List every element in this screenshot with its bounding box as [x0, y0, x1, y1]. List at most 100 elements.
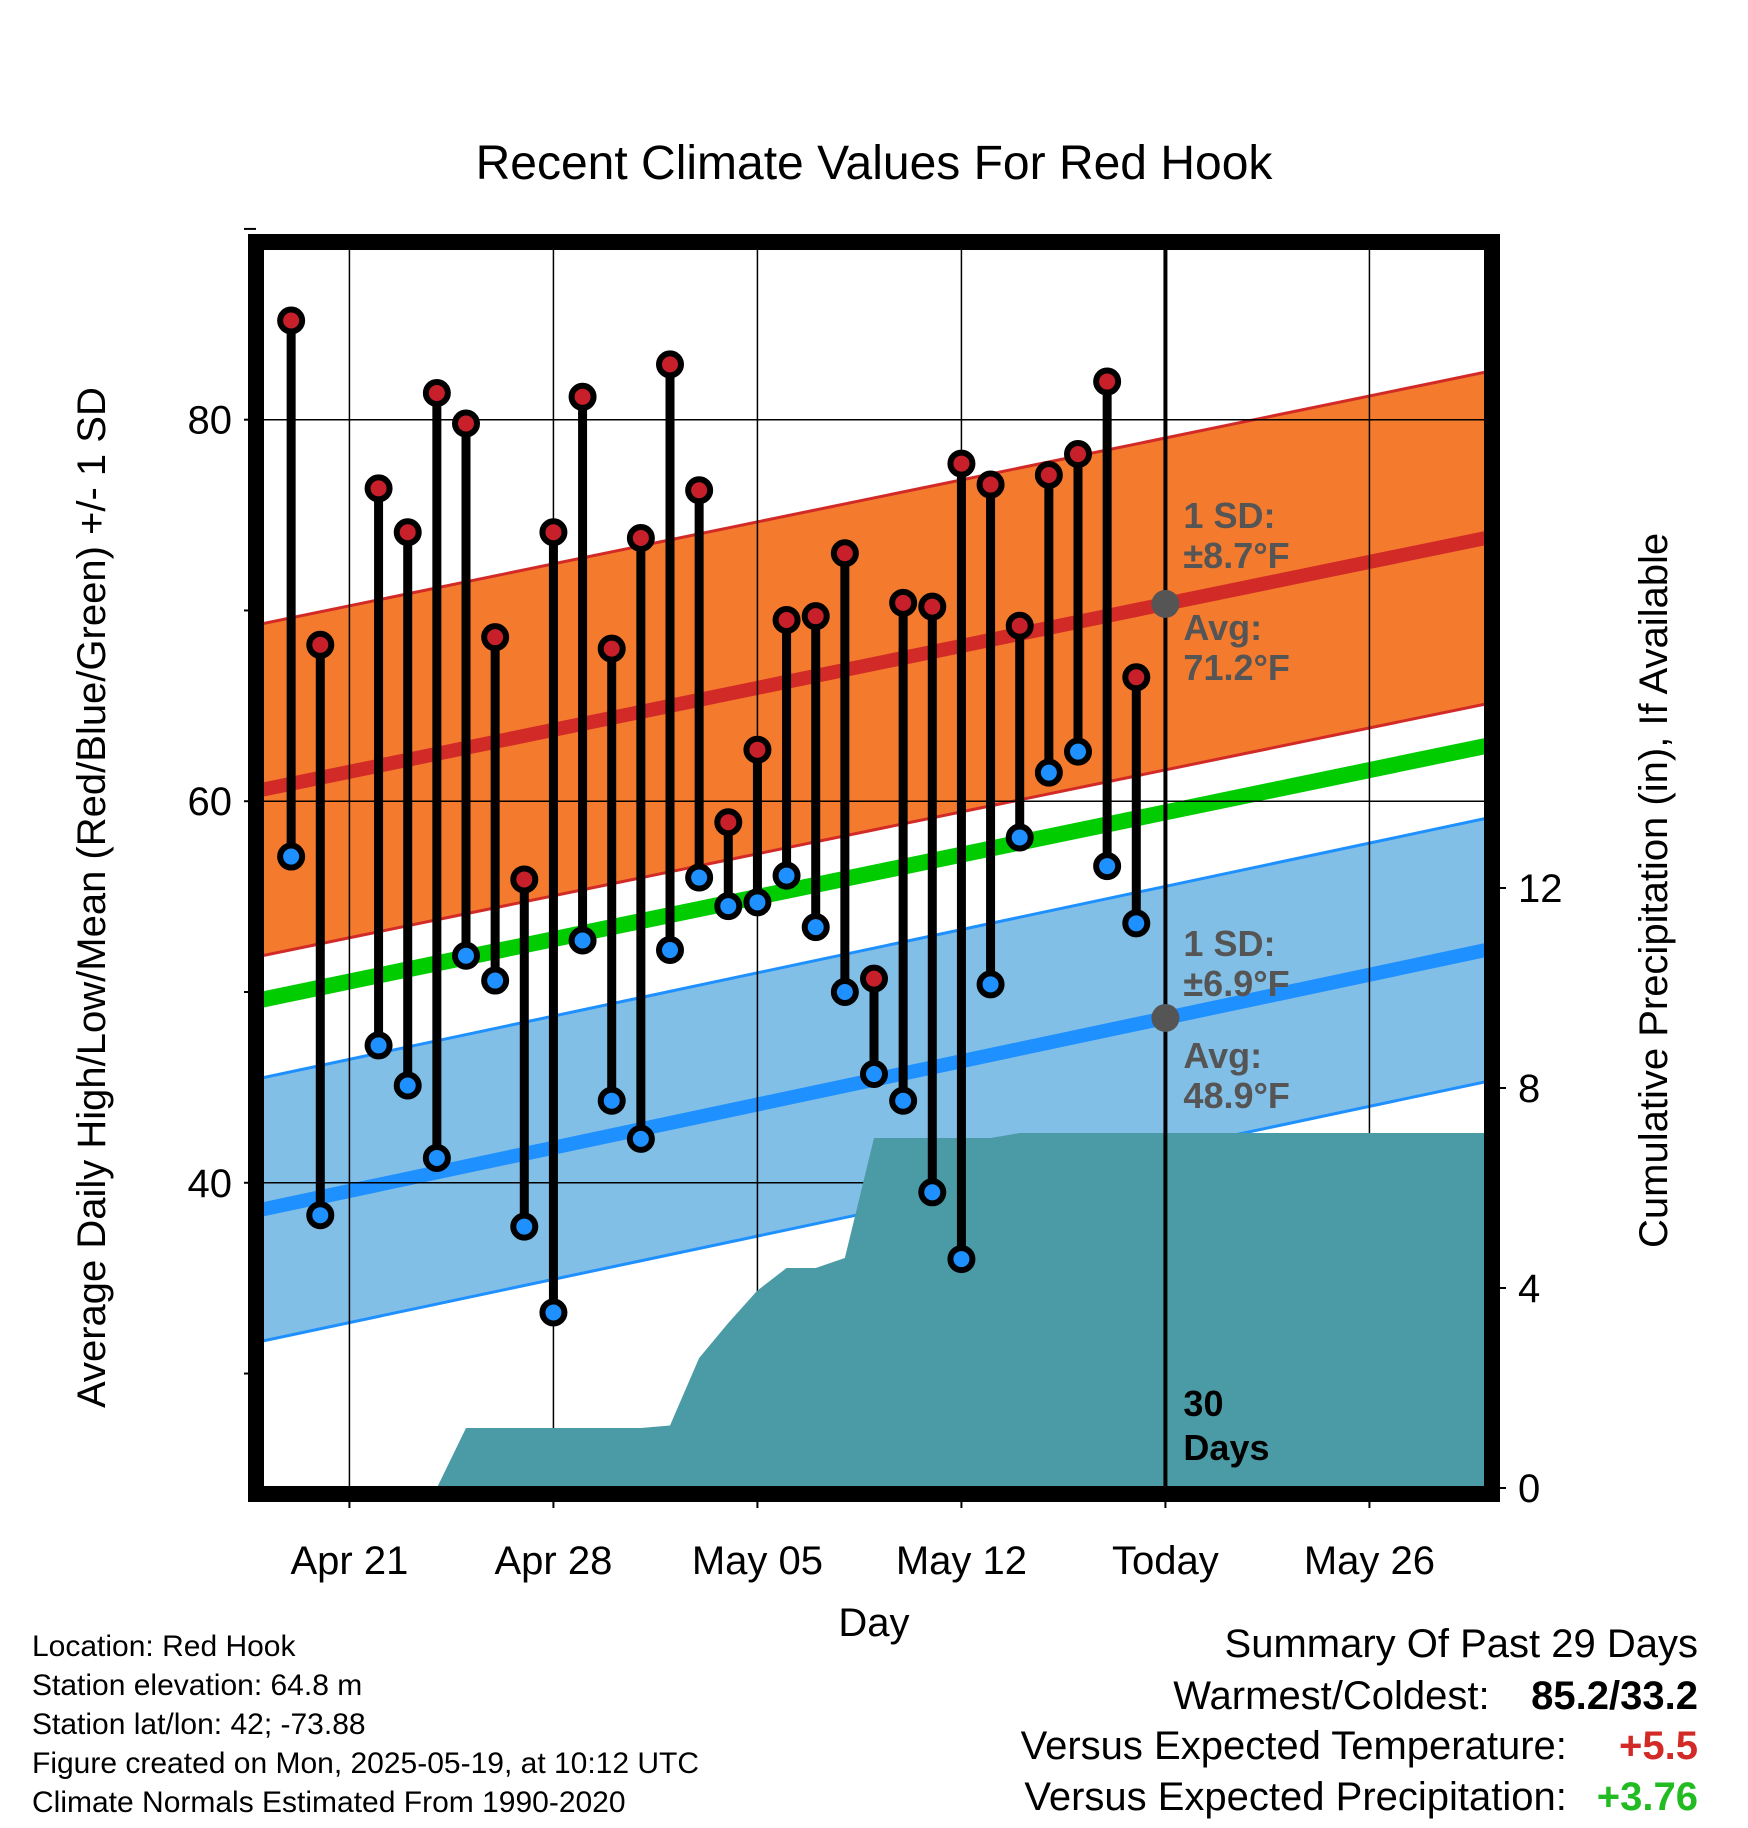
precip-area [262, 1133, 1486, 1488]
high-point [772, 606, 801, 634]
info-location: Location: Red Hook [32, 1630, 296, 1663]
high-point [1093, 367, 1122, 396]
low-point [1093, 852, 1122, 881]
low-point [976, 970, 1005, 999]
high-point [1005, 611, 1034, 640]
low-point [306, 1201, 335, 1230]
annotation-high-avg-val: 71.2°F [1183, 647, 1289, 688]
low-point [1064, 737, 1092, 766]
high-point [1034, 461, 1063, 490]
y2-tick-label: 12 [1518, 867, 1563, 911]
info-created: Figure created on Mon, 2025-05-19, at 10… [32, 1747, 700, 1780]
summary-temp-label: Versus Expected Temperature: [1020, 1724, 1567, 1768]
low-point [481, 966, 510, 995]
info-latlon: Station lat/lon: 42; -73.88 [32, 1708, 366, 1741]
today-high-avg-dot [1151, 589, 1180, 618]
high-point [1064, 440, 1092, 469]
x-tick-label: Apr 28 [494, 1539, 612, 1583]
high-point [889, 588, 918, 617]
low-point [830, 978, 859, 1006]
info-normals: Climate Normals Estimated From 1990-2020 [32, 1786, 626, 1819]
annotation-high-sd-val: ±8.7°F [1183, 535, 1289, 576]
days-word: Days [1183, 1427, 1269, 1468]
plot-frame [248, 234, 1500, 1502]
annotation-low-sd-val: ±6.9°F [1183, 963, 1289, 1004]
y2-tick-label: 4 [1518, 1267, 1540, 1311]
low-point [364, 1031, 393, 1060]
y-axis-label: Average Daily High/Low/Mean (Red/Blue/Gr… [70, 387, 114, 1408]
high-point [947, 449, 976, 478]
high-point [481, 623, 510, 652]
low-point [539, 1298, 568, 1327]
high-point [685, 476, 714, 505]
low-point [568, 926, 597, 955]
high-point [714, 808, 743, 837]
annotation-low-sd: 1 SD: [1183, 923, 1275, 964]
low-point [743, 888, 772, 917]
low-point [1034, 758, 1063, 787]
low-point [947, 1245, 976, 1274]
summary-warm-cold: Warmest/Coldest: 85.2/33.2 [1173, 1674, 1698, 1719]
high-point [510, 865, 539, 894]
summary-precip-label: Versus Expected Precipitation: [1024, 1775, 1567, 1819]
high-point [277, 306, 306, 335]
low-point [918, 1178, 947, 1207]
x-tick-label: May 26 [1304, 1539, 1435, 1583]
high-point [801, 602, 830, 631]
y2-axis-label: Cumulative Precipitation (in), If Availa… [1632, 532, 1676, 1248]
high-point [830, 539, 859, 568]
summary-precip: Versus Expected Precipitation: +3.76 [1024, 1775, 1698, 1820]
days-number: 30 [1183, 1383, 1223, 1424]
low-point [510, 1212, 539, 1241]
high-point [860, 964, 888, 993]
low-point [889, 1086, 918, 1115]
low-band-upper [262, 816, 1486, 1080]
annotation-low-avg-val: 48.9°F [1183, 1075, 1289, 1116]
high-point [422, 378, 451, 407]
low-point [1122, 909, 1151, 938]
y-tick-label: 80 [188, 399, 233, 443]
today-low-avg-dot [1151, 1003, 1180, 1032]
low-point [1005, 823, 1034, 852]
high-point [743, 735, 772, 764]
low-point [422, 1143, 451, 1172]
y-tick-label: 40 [188, 1162, 233, 1206]
x-tick-label: Today [1112, 1539, 1219, 1583]
low-point [772, 861, 801, 890]
x-tick-label: May 05 [692, 1539, 823, 1583]
summary-warm-cold-value: 85.2/33.2 [1531, 1674, 1698, 1718]
high-point [976, 470, 1005, 499]
low-point [597, 1086, 626, 1115]
low-point [801, 913, 830, 942]
low-point [277, 842, 306, 871]
annotation-high-avg: Avg: [1183, 607, 1262, 648]
high-point [918, 592, 947, 621]
y2-tick-label: 8 [1518, 1067, 1540, 1111]
low-point [860, 1060, 888, 1089]
y2-tick-label: 0 [1518, 1467, 1540, 1511]
high-point [306, 630, 335, 659]
chart-title: Recent Climate Values For Red Hook [475, 137, 1273, 190]
annotation-high-sd: 1 SD: [1183, 495, 1275, 536]
summary-temp-value: +5.5 [1619, 1724, 1698, 1768]
low-point [452, 941, 480, 970]
summary-precip-value: +3.76 [1596, 1775, 1698, 1819]
high-point [597, 634, 626, 663]
low-point [714, 892, 743, 921]
high-point [1122, 663, 1151, 692]
y-tick-label: 60 [188, 780, 233, 824]
high-point [626, 523, 655, 552]
summary-temp: Versus Expected Temperature: +5.5 [1021, 1724, 1698, 1769]
summary-warm-cold-label: Warmest/Coldest: [1173, 1674, 1490, 1718]
high-point [656, 350, 684, 379]
x-axis-label: Day [838, 1601, 909, 1645]
annotation-low-avg: Avg: [1183, 1035, 1262, 1076]
high-point [539, 518, 568, 547]
low-point [393, 1071, 422, 1100]
high-point [568, 382, 597, 411]
high-point [364, 474, 393, 503]
x-tick-label: May 12 [896, 1539, 1027, 1583]
low-point [626, 1124, 655, 1153]
high-point [393, 518, 422, 547]
